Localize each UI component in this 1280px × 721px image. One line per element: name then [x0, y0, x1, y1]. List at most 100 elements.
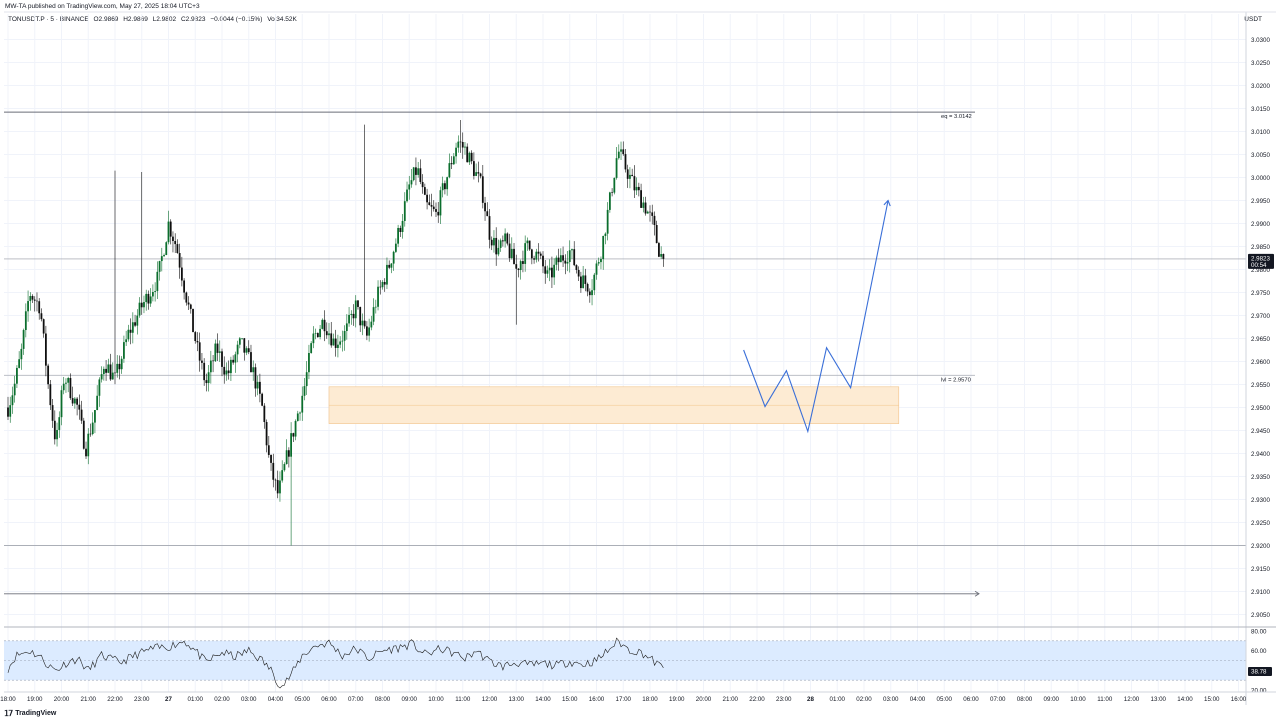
candle-body — [475, 172, 478, 176]
candle-body — [270, 454, 272, 463]
candle-body — [196, 341, 199, 343]
candle-body — [214, 343, 217, 362]
candle-body — [73, 398, 76, 404]
candle-body — [29, 296, 32, 302]
candle-body — [392, 251, 395, 264]
candle-body — [504, 233, 507, 242]
candle-body — [330, 333, 333, 346]
candle-body — [305, 372, 308, 387]
candle-body — [105, 368, 107, 373]
time-tick-label: 05:00 — [295, 696, 311, 703]
price-tick-label: 2.9850 — [1251, 244, 1270, 251]
candle-body — [9, 405, 12, 417]
candle-body — [33, 299, 36, 301]
candle-body — [470, 152, 473, 162]
candle-body — [524, 243, 527, 264]
symbol-ohlc-line: TONUSDT.P · 5 · BINANCE O2.9869 H2.9869 … — [8, 16, 300, 23]
candle-body — [205, 380, 208, 384]
candle-body — [629, 174, 631, 179]
ohlc-high: H2.9869 — [123, 16, 148, 23]
candle-body — [223, 366, 226, 375]
candle-body — [624, 154, 627, 170]
time-tick-label: 10:00 — [428, 696, 444, 703]
drawing-lines[interactable]: eq = 3.0142 lvl = 2.9570 — [4, 111, 1246, 597]
price-change: −0.0044 (−0.15%) — [210, 16, 263, 23]
rsi-tick-label: 20.00 — [1251, 687, 1267, 694]
candle-body — [283, 464, 286, 471]
candle-body — [116, 363, 119, 373]
candle-body — [98, 379, 101, 396]
candle-body — [412, 167, 415, 181]
time-tick-label: 21:00 — [723, 696, 739, 703]
candle-body — [481, 176, 484, 203]
candle-body — [218, 351, 221, 353]
time-tick-label: 02:00 — [856, 696, 872, 703]
time-tick-label: 07:00 — [348, 696, 364, 703]
candle-body — [263, 405, 266, 423]
candle-body — [303, 386, 306, 396]
candle-body — [448, 163, 451, 178]
demand-zone-layer[interactable] — [328, 386, 900, 424]
candle-body — [125, 339, 128, 343]
candle-body — [194, 332, 197, 342]
price-tick-label: 3.0000 — [1251, 175, 1270, 182]
candle-body — [501, 240, 504, 242]
axes[interactable]: 3.0300 3.0250 3.0200 3.0150 3.0100 3.0050 3.00… — [0, 11, 1276, 705]
current-price-label: 2.9823 — [1251, 256, 1270, 263]
ohlc-low: L2.9802 — [152, 16, 177, 23]
grid — [4, 14, 1246, 692]
time-tick-label: 03:00 — [241, 696, 257, 703]
symbol-name[interactable]: TONUSDT.P · 5 · BINANCE — [8, 16, 89, 23]
time-tick-label: 15:00 — [562, 696, 578, 703]
candle-body — [274, 479, 277, 481]
candle-body — [506, 233, 509, 244]
rsi-value-tag — [1248, 667, 1272, 677]
time-tick-label: 20:00 — [54, 696, 70, 703]
candle-body — [450, 163, 453, 165]
time-tick-label: 09:00 — [402, 696, 418, 703]
candle-body — [109, 364, 112, 380]
candle-body — [522, 261, 524, 264]
candle-body — [348, 314, 350, 324]
candle-body — [129, 329, 132, 333]
candle-body — [145, 293, 148, 303]
time-tick-label: 23:00 — [776, 696, 792, 703]
candle-body — [42, 319, 45, 334]
candle-body — [363, 320, 366, 327]
candle-body — [537, 251, 540, 254]
candle-body — [606, 209, 609, 234]
candle-body — [134, 322, 136, 326]
candle-body — [290, 433, 293, 457]
candle-body — [185, 292, 188, 303]
candle-body — [564, 260, 567, 264]
candle-body — [158, 261, 161, 272]
candle-body — [513, 248, 515, 265]
candle-body — [91, 422, 94, 435]
price-tick-label: 2.9650 — [1251, 336, 1270, 343]
candle-body — [350, 313, 353, 315]
level-label: lvl = 2.9570 — [941, 377, 971, 383]
price-tick-label: 2.9550 — [1251, 382, 1270, 389]
time-tick-label: 17:00 — [616, 696, 632, 703]
candle-body — [602, 235, 605, 260]
candle-body — [151, 291, 154, 297]
candle-body — [544, 266, 547, 274]
candle-body — [548, 267, 551, 271]
candle-body — [497, 247, 500, 255]
candle-body — [254, 367, 257, 389]
candle-body — [232, 359, 235, 363]
tradingview-logo[interactable]: 𝟣𝟩 TradingView — [4, 709, 56, 718]
candle-body — [597, 262, 600, 264]
price-tick-label: 3.0250 — [1251, 60, 1270, 67]
candle-body — [174, 241, 177, 245]
time-tick-label: 04:00 — [910, 696, 926, 703]
candle-body — [67, 378, 70, 383]
candle-body — [626, 169, 629, 179]
price-tick-label: 3.0100 — [1251, 129, 1270, 136]
candle-body — [285, 450, 288, 465]
time-tick-label: 22:00 — [107, 696, 123, 703]
projection-layer[interactable] — [743, 199, 891, 434]
candle-body — [464, 146, 466, 148]
